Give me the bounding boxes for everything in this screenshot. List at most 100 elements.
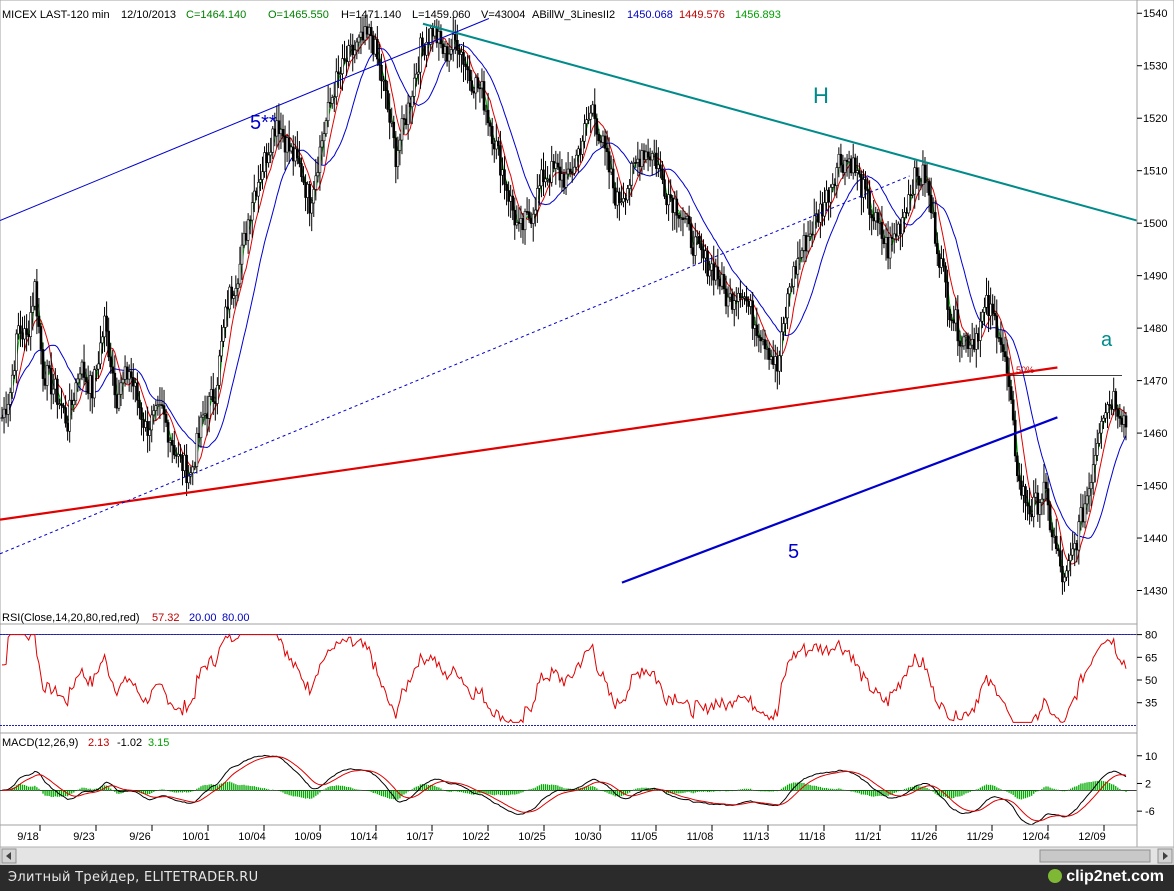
price-bar-body <box>365 26 369 35</box>
price-bar-body <box>739 293 742 299</box>
price-bar-body <box>583 123 586 142</box>
price-bar-body <box>1061 565 1064 583</box>
price-bar-body <box>236 283 240 289</box>
price-bar-body <box>751 300 755 329</box>
date-label: 11/26 <box>911 831 938 843</box>
price-bar-body <box>283 135 287 153</box>
horizontal-scrollbar[interactable] <box>0 846 1174 865</box>
high-value: H=1471.140 <box>341 9 401 21</box>
price-bar-body <box>1093 455 1097 466</box>
macd-v3: 3.15 <box>148 737 169 749</box>
price-bar-body <box>252 190 256 204</box>
price-bar-body <box>644 151 648 160</box>
price-bar-body <box>870 214 873 219</box>
price-bar-body <box>587 118 590 121</box>
price-bar-body <box>503 169 506 185</box>
price-bar-body <box>927 181 931 196</box>
price-bar-body <box>552 161 556 169</box>
price-bar-body <box>201 414 205 418</box>
price-tick-label: 1470 <box>1143 376 1167 388</box>
price-bar-body <box>453 34 457 41</box>
price-bar-body <box>10 374 14 393</box>
price-bar-body <box>681 217 685 220</box>
price-bar-body <box>289 146 293 152</box>
price-bar-body <box>392 121 396 139</box>
price-bar-body <box>363 26 367 41</box>
price-bar-body <box>490 126 494 144</box>
price-bar-body <box>603 135 607 149</box>
price-bar-body <box>234 288 238 296</box>
price-bar-body <box>525 211 529 213</box>
price-bar-body <box>259 179 262 183</box>
price-bar-body <box>45 365 49 386</box>
price-bar-body <box>759 337 763 342</box>
price-bar-body <box>343 58 346 61</box>
price-bar-body <box>593 104 597 119</box>
price-bar-body <box>80 361 84 375</box>
price-bar-body <box>125 366 129 380</box>
price-bar-body <box>380 64 383 82</box>
price-bar-body <box>224 306 227 328</box>
price-bar-body <box>474 77 478 94</box>
price-bar-body <box>369 27 373 37</box>
date-label: 10/01 <box>182 831 210 843</box>
price-bar-body <box>78 373 82 380</box>
price-bar-body <box>901 217 904 235</box>
price-bar-body <box>1011 399 1015 421</box>
price-bar-body <box>935 243 939 255</box>
price-bar-body <box>897 223 900 237</box>
price-bar-body <box>115 394 119 409</box>
price-bar-body <box>989 303 992 317</box>
price-bar-body <box>538 185 541 189</box>
scroll-thumb[interactable] <box>1039 849 1151 863</box>
price-bar-body <box>291 146 295 162</box>
volume-value: V=43004 <box>481 9 525 21</box>
price-bar-body <box>1036 492 1040 515</box>
price-bar-body <box>220 340 223 357</box>
price-bar-body <box>1114 391 1118 410</box>
date-label: 11/29 <box>967 831 994 843</box>
price-bar-body <box>66 422 69 432</box>
price-bar-body <box>1073 543 1077 550</box>
price-bar-body <box>913 167 917 195</box>
price-bar-body <box>743 296 746 299</box>
price-bar-body <box>127 371 131 380</box>
price-bar-body <box>302 176 305 183</box>
price-bar-body <box>835 167 839 186</box>
indicator-name: ABillW_3LinesII2 <box>532 9 615 21</box>
price-bar-body <box>956 309 960 342</box>
price-bar-body <box>269 151 272 156</box>
price-bar-body <box>386 90 389 110</box>
price-bar-body <box>521 218 525 231</box>
price-bar-body <box>1118 416 1122 419</box>
price-bar-body <box>659 164 662 170</box>
close-value: C=1464.140 <box>186 9 246 21</box>
rsi-tick-label: 50 <box>1145 675 1157 687</box>
price-bar-body <box>968 344 972 349</box>
price-bar-body <box>575 154 578 168</box>
price-bar-body <box>39 326 43 350</box>
right-axis: 1540 1530 1520 1510 1500 1490 1480 1470 1460 1450… <box>1136 0 1174 848</box>
price-bar-body <box>981 311 984 322</box>
price-bar-body <box>394 137 398 168</box>
price-bar-body <box>43 378 47 386</box>
rsi-tick-label: 80 <box>1145 630 1157 642</box>
price-bar-body <box>285 137 289 153</box>
price-bar-body <box>997 337 1001 339</box>
price-bar-body <box>837 153 841 168</box>
price-bar-body <box>964 335 968 338</box>
price-bar-body <box>359 31 363 38</box>
price-bar-body <box>84 377 88 383</box>
price-bar-body <box>193 466 197 468</box>
price-bar-body <box>1069 554 1072 562</box>
price-bar-body <box>829 187 832 203</box>
price-bar-body <box>944 265 947 283</box>
price-bar-body <box>663 179 666 197</box>
price-bar-body <box>960 345 964 348</box>
price-bar-body <box>886 237 890 259</box>
price-bar-body <box>511 195 515 211</box>
price-bar-body <box>60 403 63 406</box>
price-bar-body <box>476 77 480 89</box>
price-bar-body <box>404 118 408 125</box>
price-bar-body <box>400 118 404 141</box>
